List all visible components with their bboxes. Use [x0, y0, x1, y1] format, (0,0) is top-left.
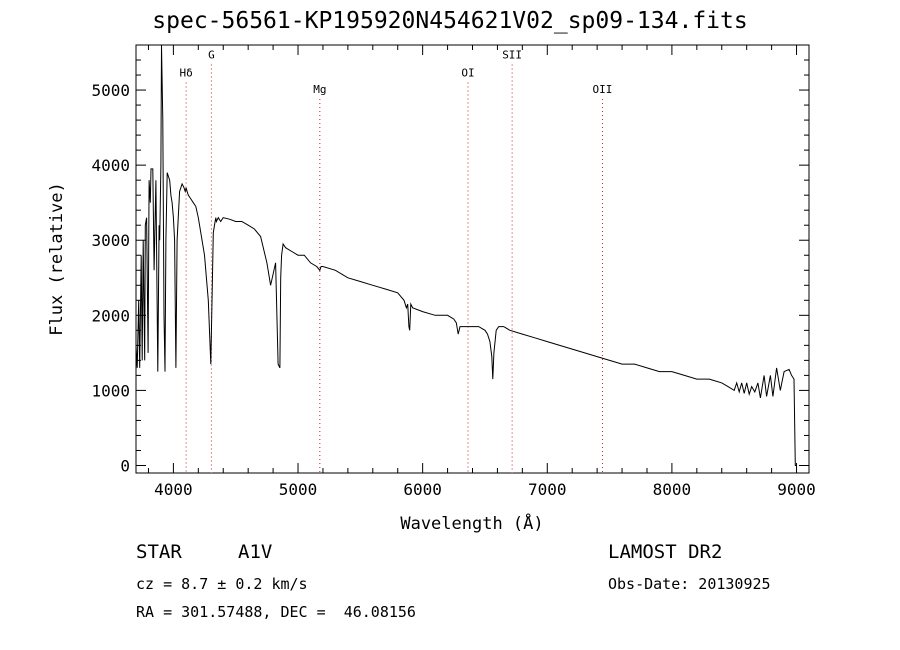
x-tick-label: 8000 — [653, 480, 692, 499]
velocity-readout: cz = 8.7 ± 0.2 km/s — [136, 575, 308, 593]
spectrum-line — [135, 44, 797, 466]
x-tick-label: 5000 — [279, 480, 318, 499]
axis-tick-labels: 4000 5000 6000 7000 8000 9000 0 1000 2000 3000 400… — [91, 81, 815, 499]
spectral-line-markers: Hδ G Mg OI SII OII — [179, 49, 612, 473]
coordinates: RA = 301.57488, DEC = 46.08156 — [136, 603, 416, 621]
y-axis-label: Flux (relative) — [47, 182, 67, 336]
x-tick-label: 7000 — [528, 480, 567, 499]
plot-frame — [135, 44, 810, 474]
x-tick-label: 9000 — [777, 480, 816, 499]
survey-name: LAMOST DR2 — [608, 541, 723, 563]
spectral-line-label: OI — [461, 67, 474, 80]
x-tick-label: 4000 — [154, 480, 193, 499]
spectral-line-label: SII — [502, 49, 522, 62]
y-tick-label: 1000 — [91, 381, 130, 400]
y-tick-label: 5000 — [91, 81, 130, 100]
y-tick-label: 3000 — [91, 231, 130, 250]
x-axis-label: Wavelength (Å) — [400, 512, 543, 534]
spectral-line-label: Mg — [313, 83, 326, 96]
y-tick-label: 0 — [120, 456, 130, 475]
obs-date: Obs-Date: 20130925 — [608, 575, 771, 593]
y-tick-label: 2000 — [91, 306, 130, 325]
spectral-subclass: A1V — [238, 541, 273, 563]
y-tick-label: 4000 — [91, 156, 130, 175]
spectral-line-label: G — [208, 49, 215, 62]
spectral-line-label: OII — [593, 83, 613, 96]
x-tick-label: 6000 — [403, 480, 442, 499]
object-type: STAR — [136, 541, 182, 563]
axis-ticks — [136, 45, 809, 473]
spectral-line-label: Hδ — [179, 67, 192, 80]
chart-title: spec-56561-KP195920N454621V02_sp09-134.f… — [152, 8, 748, 34]
